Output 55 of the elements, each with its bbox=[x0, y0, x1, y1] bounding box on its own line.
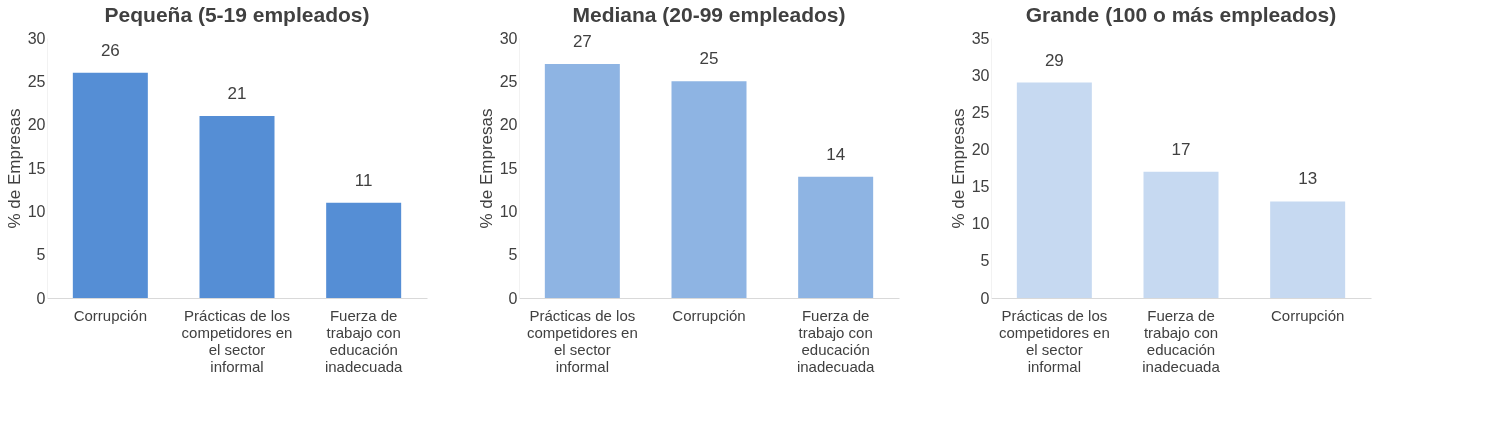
x-tick-label: Fuerza de trabajo con educación inadecuada bbox=[796, 306, 876, 375]
data-label: 17 bbox=[1171, 139, 1191, 159]
y-tick-label: 10 bbox=[499, 202, 518, 220]
y-tick-label: 20 bbox=[499, 116, 518, 134]
y-tick-label: 0 bbox=[36, 289, 46, 307]
bar bbox=[671, 81, 747, 298]
bar bbox=[1270, 201, 1346, 298]
chart-title: Grande (100 o más empleados) bbox=[1025, 3, 1337, 26]
y-tick-label: 20 bbox=[27, 116, 46, 134]
y-tick-label: 0 bbox=[508, 289, 518, 307]
y-tick-label: 5 bbox=[508, 246, 518, 264]
data-label: 14 bbox=[826, 144, 846, 164]
bar bbox=[72, 72, 148, 298]
y-tick-label: 5 bbox=[980, 252, 990, 270]
y-tick-label: 0 bbox=[980, 289, 990, 307]
y-axis-title: % de Empresas bbox=[948, 108, 968, 229]
y-tick-label: 30 bbox=[971, 66, 990, 84]
bar bbox=[1016, 82, 1092, 298]
y-axis-title: % de Empresas bbox=[4, 108, 24, 229]
data-label: 29 bbox=[1044, 50, 1064, 70]
y-tick-label: 30 bbox=[499, 29, 518, 47]
bar bbox=[326, 202, 402, 298]
bar bbox=[199, 116, 275, 298]
chart-title: Mediana (20-99 empleados) bbox=[572, 3, 846, 26]
data-label: 21 bbox=[227, 84, 247, 103]
x-tick-label: Corrupción bbox=[73, 306, 148, 324]
x-tick-label: Corrupción bbox=[1270, 306, 1345, 324]
x-tick-label: Prácticas de los competidores en el sector informal bbox=[526, 306, 638, 375]
data-label: 25 bbox=[699, 49, 719, 69]
y-tick-label: 20 bbox=[971, 140, 990, 158]
x-tick-label: Fuerza de trabajo con educación inadecuada bbox=[1142, 306, 1221, 375]
y-tick-label: 30 bbox=[27, 29, 46, 47]
y-tick-label: 15 bbox=[499, 159, 518, 177]
y-tick-label: 25 bbox=[27, 72, 46, 90]
y-tick-label: 25 bbox=[971, 103, 990, 121]
x-tick-label: Prácticas de los competidores en el sector informal bbox=[998, 306, 1110, 375]
y-tick-label: 35 bbox=[971, 29, 990, 47]
x-tick-label: Corrupción bbox=[672, 306, 746, 324]
bar bbox=[798, 176, 874, 298]
bar bbox=[1143, 171, 1219, 298]
y-tick-label: 15 bbox=[27, 159, 46, 177]
y-tick-label: 10 bbox=[971, 215, 990, 233]
bar bbox=[544, 64, 620, 298]
data-label: 13 bbox=[1298, 169, 1318, 189]
y-tick-label: 25 bbox=[499, 72, 518, 90]
data-label: 26 bbox=[100, 40, 120, 60]
x-tick-label: Fuerza de trabajo con educación inadecuada bbox=[324, 306, 404, 375]
y-axis-title: % de Empresas bbox=[476, 108, 496, 229]
y-tick-label: 10 bbox=[27, 202, 46, 220]
y-tick-label: 15 bbox=[971, 178, 990, 196]
data-label: 11 bbox=[354, 170, 373, 190]
chart-title: Pequeña (5-19 empleados) bbox=[104, 3, 370, 26]
y-tick-label: 5 bbox=[36, 246, 46, 264]
x-tick-label: Prácticas de los competidores en el sector informal bbox=[181, 306, 293, 375]
data-label: 27 bbox=[572, 32, 592, 51]
